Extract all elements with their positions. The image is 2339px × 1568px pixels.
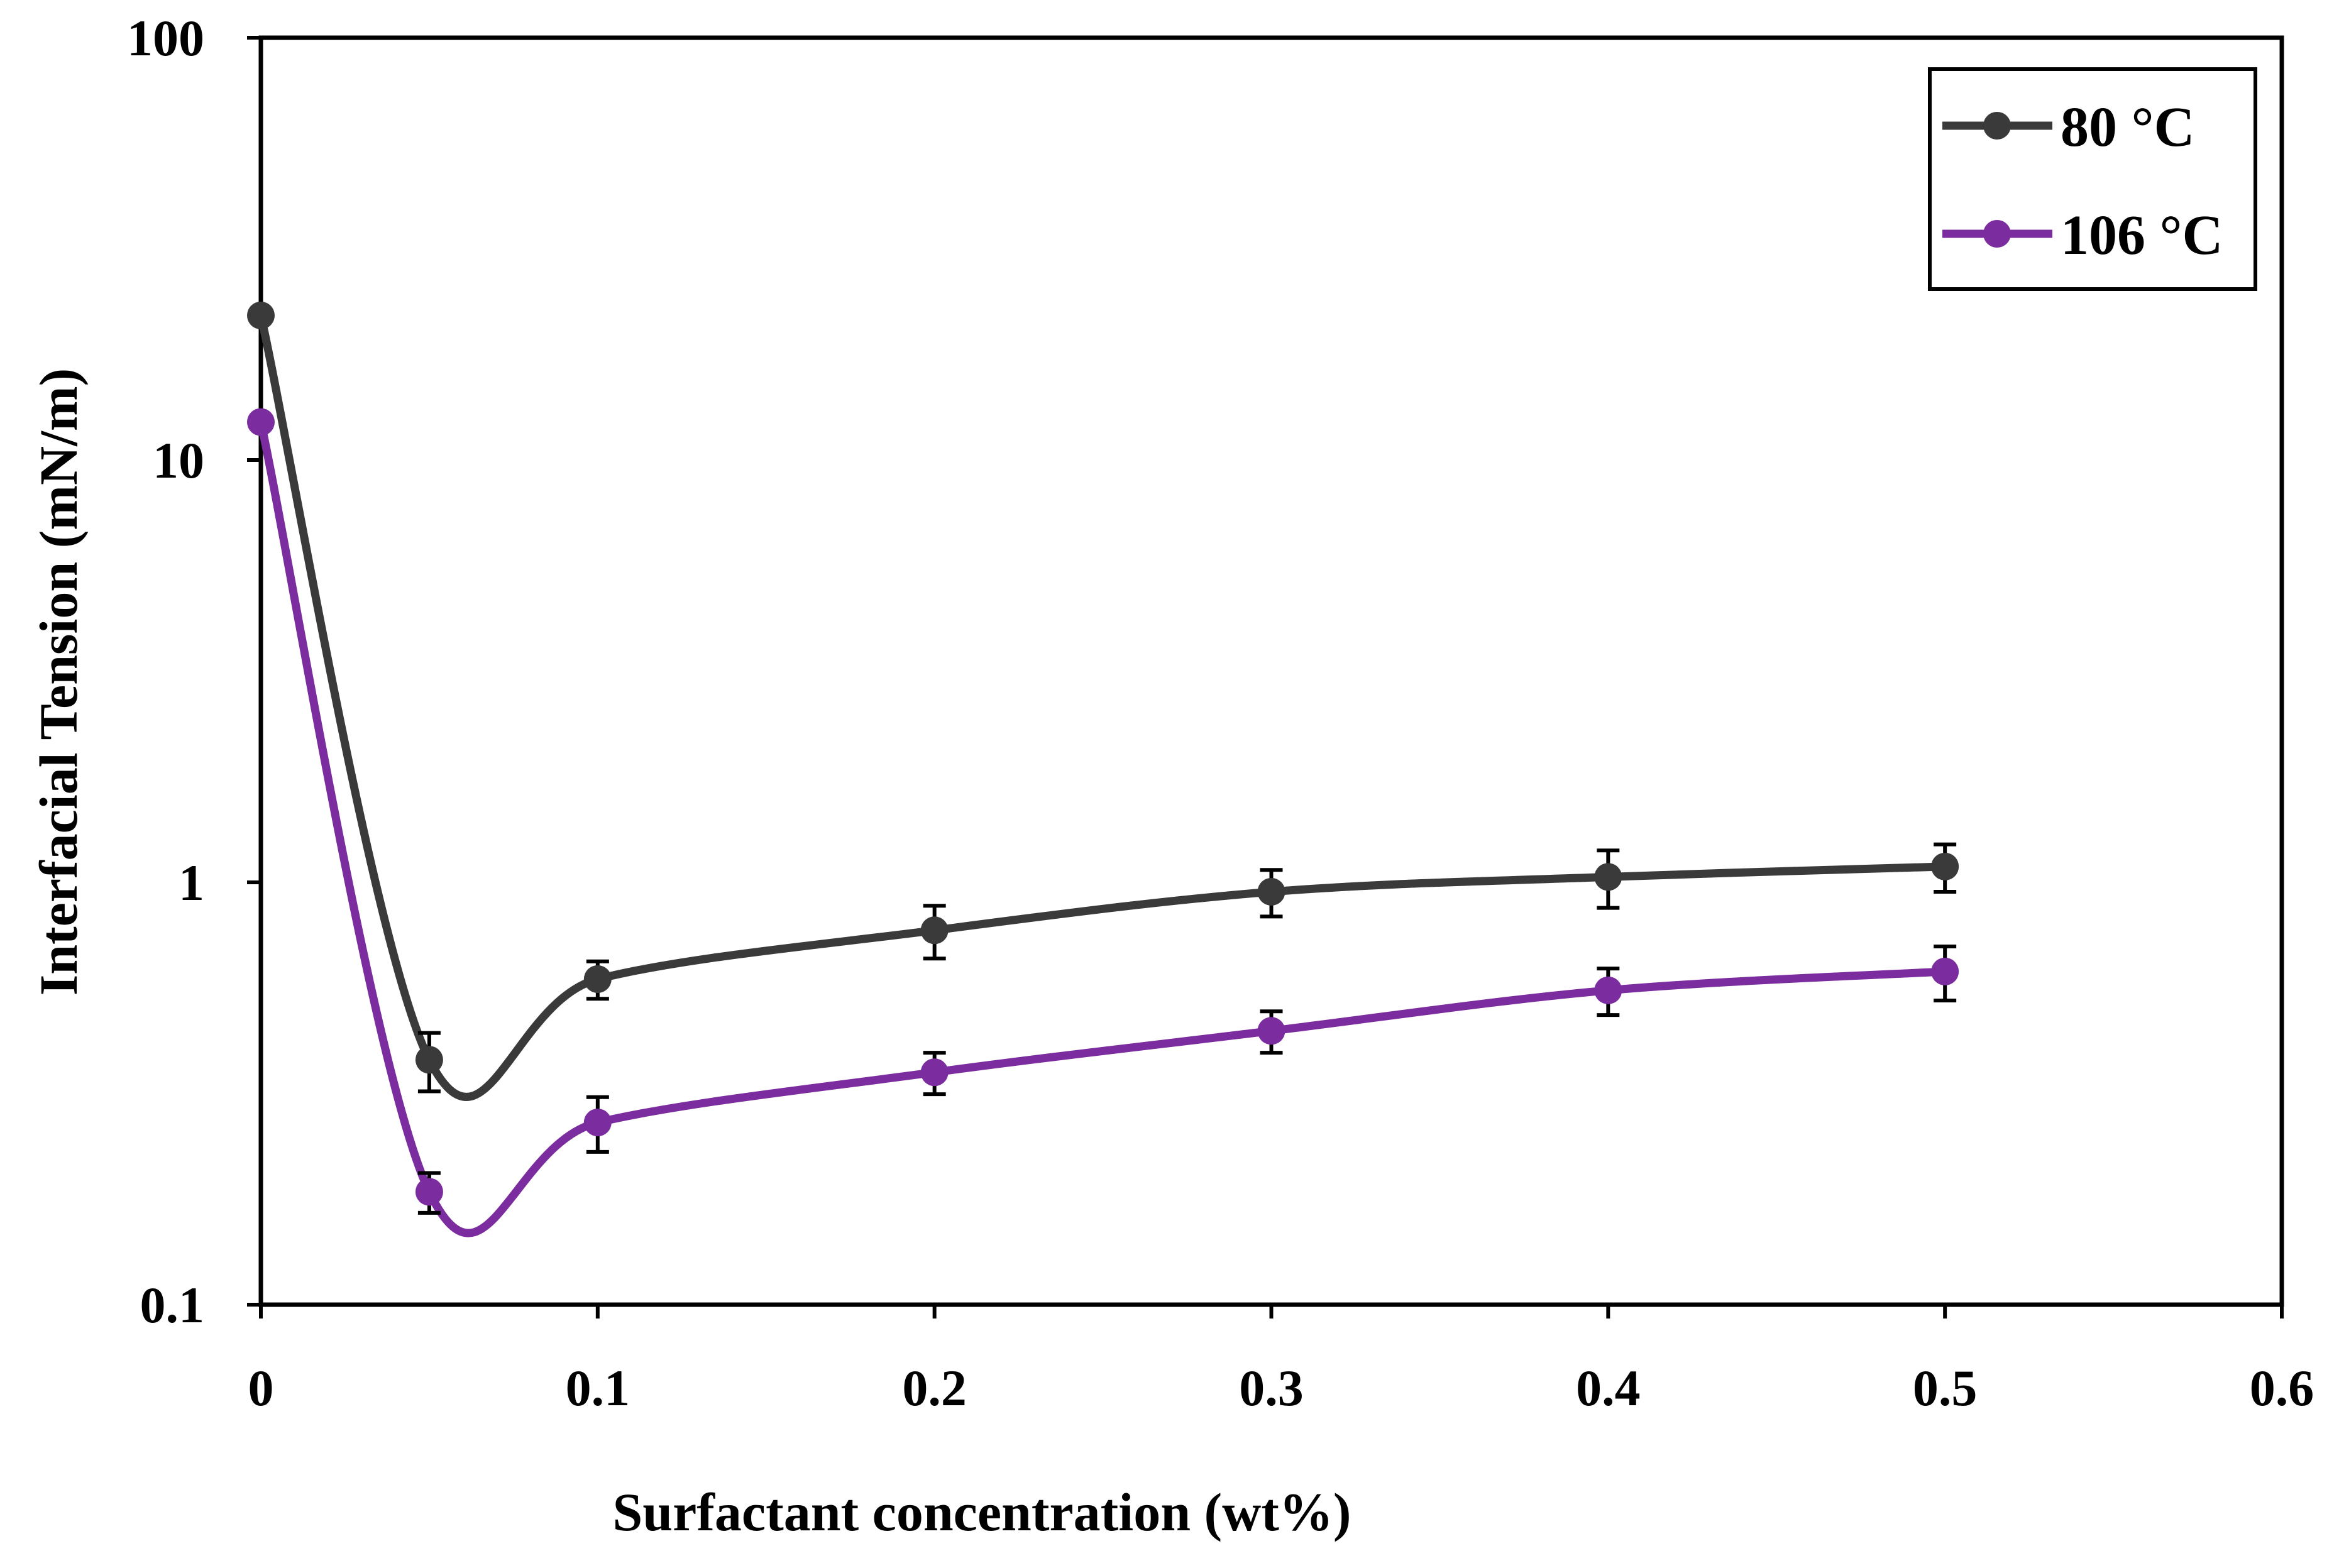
y-axis-title: Interfacial Tension (mN/m) — [28, 368, 89, 996]
x-tick-labels: 0 0.1 0.2 0.3 0.4 0.5 0.6 — [248, 1359, 2314, 1417]
data-point — [583, 1109, 612, 1137]
legend-marker-106 — [1983, 220, 2011, 248]
y-tick-labels: 0.1 1 10 100 — [127, 9, 204, 1334]
legend-label-106: 106 °C — [2061, 204, 2223, 266]
y-tick-label: 10 — [153, 432, 204, 489]
legend: 80 °C 106 °C — [1928, 67, 2257, 291]
x-tick-label: 0.3 — [1239, 1359, 1304, 1417]
series-1 — [247, 408, 1959, 1237]
data-point — [1931, 957, 1959, 985]
data-point — [1931, 852, 1959, 880]
data-point — [247, 301, 275, 329]
legend-label-80: 80 °C — [2061, 96, 2195, 158]
x-tick-label: 0.2 — [902, 1359, 967, 1417]
data-point — [583, 965, 612, 993]
data-point — [920, 916, 949, 945]
data-point — [1594, 863, 1622, 891]
data-point — [247, 408, 275, 436]
y-tick-label: 0.1 — [140, 1276, 205, 1334]
data-point — [1257, 1017, 1285, 1045]
series-line — [256, 418, 1949, 1237]
x-tick-label: 0.4 — [1576, 1359, 1641, 1417]
y-tick-label: 1 — [179, 854, 204, 911]
x-tick-label: 0.1 — [566, 1359, 630, 1417]
data-point — [1257, 877, 1285, 906]
data-point — [1594, 976, 1622, 1004]
data-point — [415, 1046, 443, 1074]
x-tick-label: 0 — [248, 1359, 274, 1417]
legend-box — [1928, 67, 2257, 291]
legend-marker-80 — [1983, 112, 2011, 140]
data-point — [415, 1178, 443, 1206]
y-tick-label: 100 — [127, 9, 204, 67]
series-layer — [247, 301, 1959, 1237]
x-axis-title: Surfactant concentration (wt%) — [612, 1482, 1351, 1542]
ticks — [247, 36, 2284, 1319]
series-line — [256, 311, 1949, 1101]
data-point — [920, 1058, 949, 1087]
x-tick-label: 0.6 — [2250, 1359, 2314, 1417]
series-0 — [247, 301, 1959, 1101]
x-tick-label: 0.5 — [1913, 1359, 1978, 1417]
